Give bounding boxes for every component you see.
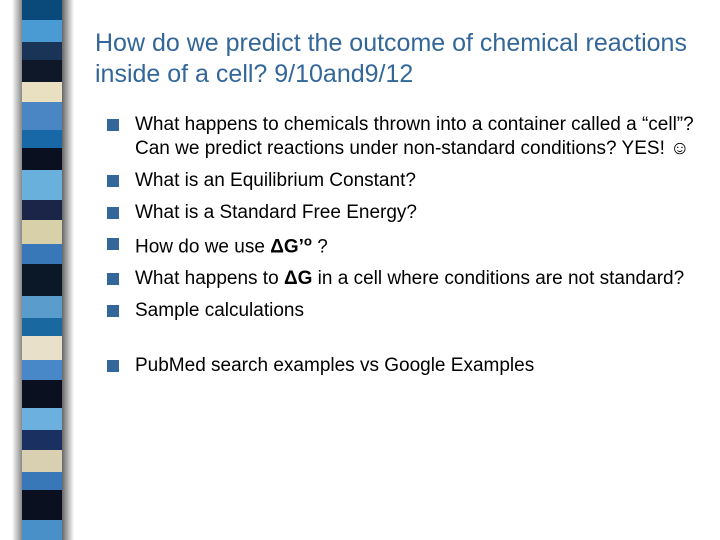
sup-term: o xyxy=(304,237,312,258)
sidebar-shadow-right xyxy=(62,0,74,540)
stripe xyxy=(22,450,62,472)
stripe xyxy=(22,296,62,318)
decorative-sidebar xyxy=(0,0,62,540)
stripe xyxy=(22,360,62,380)
stripe xyxy=(22,42,62,60)
slide-title: How do we predict the outcome of chemica… xyxy=(95,28,695,91)
stripe xyxy=(22,264,62,296)
stripe xyxy=(22,490,62,520)
stripe xyxy=(22,130,62,148)
bold-term: ΔG xyxy=(284,268,312,289)
stripe xyxy=(22,60,62,82)
bullet-item: What is an Equilibrium Constant? xyxy=(107,169,695,194)
bullet-item: PubMed search examples vs Google Example… xyxy=(107,354,695,379)
bold-term: ΔG’ xyxy=(270,237,304,258)
bullet-item: What is a Standard Free Energy? xyxy=(107,201,695,226)
stripe xyxy=(22,170,62,200)
bullet-list: What happens to chemicals thrown into a … xyxy=(95,113,695,379)
stripe xyxy=(22,244,62,264)
bullet-item: What happens to ΔG in a cell where condi… xyxy=(107,267,695,292)
stripe xyxy=(22,430,62,450)
stripe xyxy=(22,336,62,360)
stripe xyxy=(22,408,62,430)
stripe xyxy=(22,20,62,42)
slide-content: How do we predict the outcome of chemica… xyxy=(95,28,695,385)
bullet-item: How do we use ΔG’o ? xyxy=(107,232,695,260)
stripe xyxy=(22,82,62,102)
stripe xyxy=(22,220,62,244)
stripe xyxy=(22,472,62,490)
stripe xyxy=(22,380,62,408)
bullet-item: Sample calculations xyxy=(107,299,695,324)
stripe xyxy=(22,102,62,130)
stripe xyxy=(22,148,62,170)
stripe xyxy=(22,318,62,336)
sidebar-shadow-left xyxy=(12,0,22,540)
bullet-item: What happens to chemicals thrown into a … xyxy=(107,113,695,162)
sidebar-stripes xyxy=(22,0,62,540)
stripe xyxy=(22,200,62,220)
stripe xyxy=(22,0,62,20)
stripe xyxy=(22,520,62,540)
